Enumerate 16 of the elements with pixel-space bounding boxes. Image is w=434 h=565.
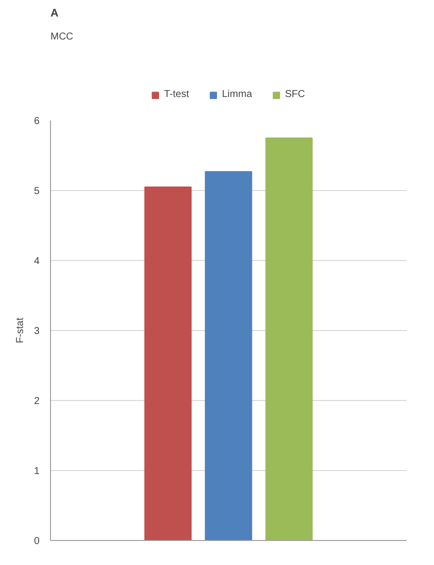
y-tick-label: 4	[34, 256, 40, 267]
y-tick-label: 1	[34, 466, 40, 477]
legend-label: Limma	[222, 89, 252, 100]
legend-label: T-test	[164, 89, 189, 100]
y-tick-label: 5	[34, 186, 40, 197]
bar	[144, 186, 192, 540]
y-tick-label: 6	[34, 116, 40, 127]
y-tick-label: 2	[34, 396, 40, 407]
bar	[265, 138, 313, 540]
chart-title: MCC	[50, 32, 74, 42]
y-tick-label: 3	[34, 326, 40, 337]
bar	[204, 171, 252, 540]
text: A	[50, 8, 58, 20]
y-axis-title: F-stat	[14, 318, 26, 344]
y-tick-label: 0	[34, 536, 40, 547]
legend-label: SFC	[285, 89, 306, 100]
